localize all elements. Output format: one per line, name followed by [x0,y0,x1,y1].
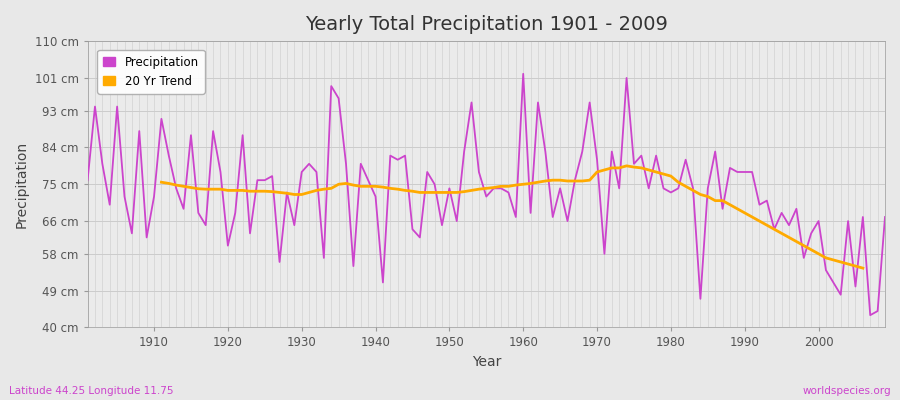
Text: Latitude 44.25 Longitude 11.75: Latitude 44.25 Longitude 11.75 [9,386,174,396]
Y-axis label: Precipitation: Precipitation [15,141,29,228]
X-axis label: Year: Year [472,355,501,369]
Title: Yearly Total Precipitation 1901 - 2009: Yearly Total Precipitation 1901 - 2009 [305,15,668,34]
Legend: Precipitation, 20 Yr Trend: Precipitation, 20 Yr Trend [97,50,204,94]
Text: worldspecies.org: worldspecies.org [803,386,891,396]
